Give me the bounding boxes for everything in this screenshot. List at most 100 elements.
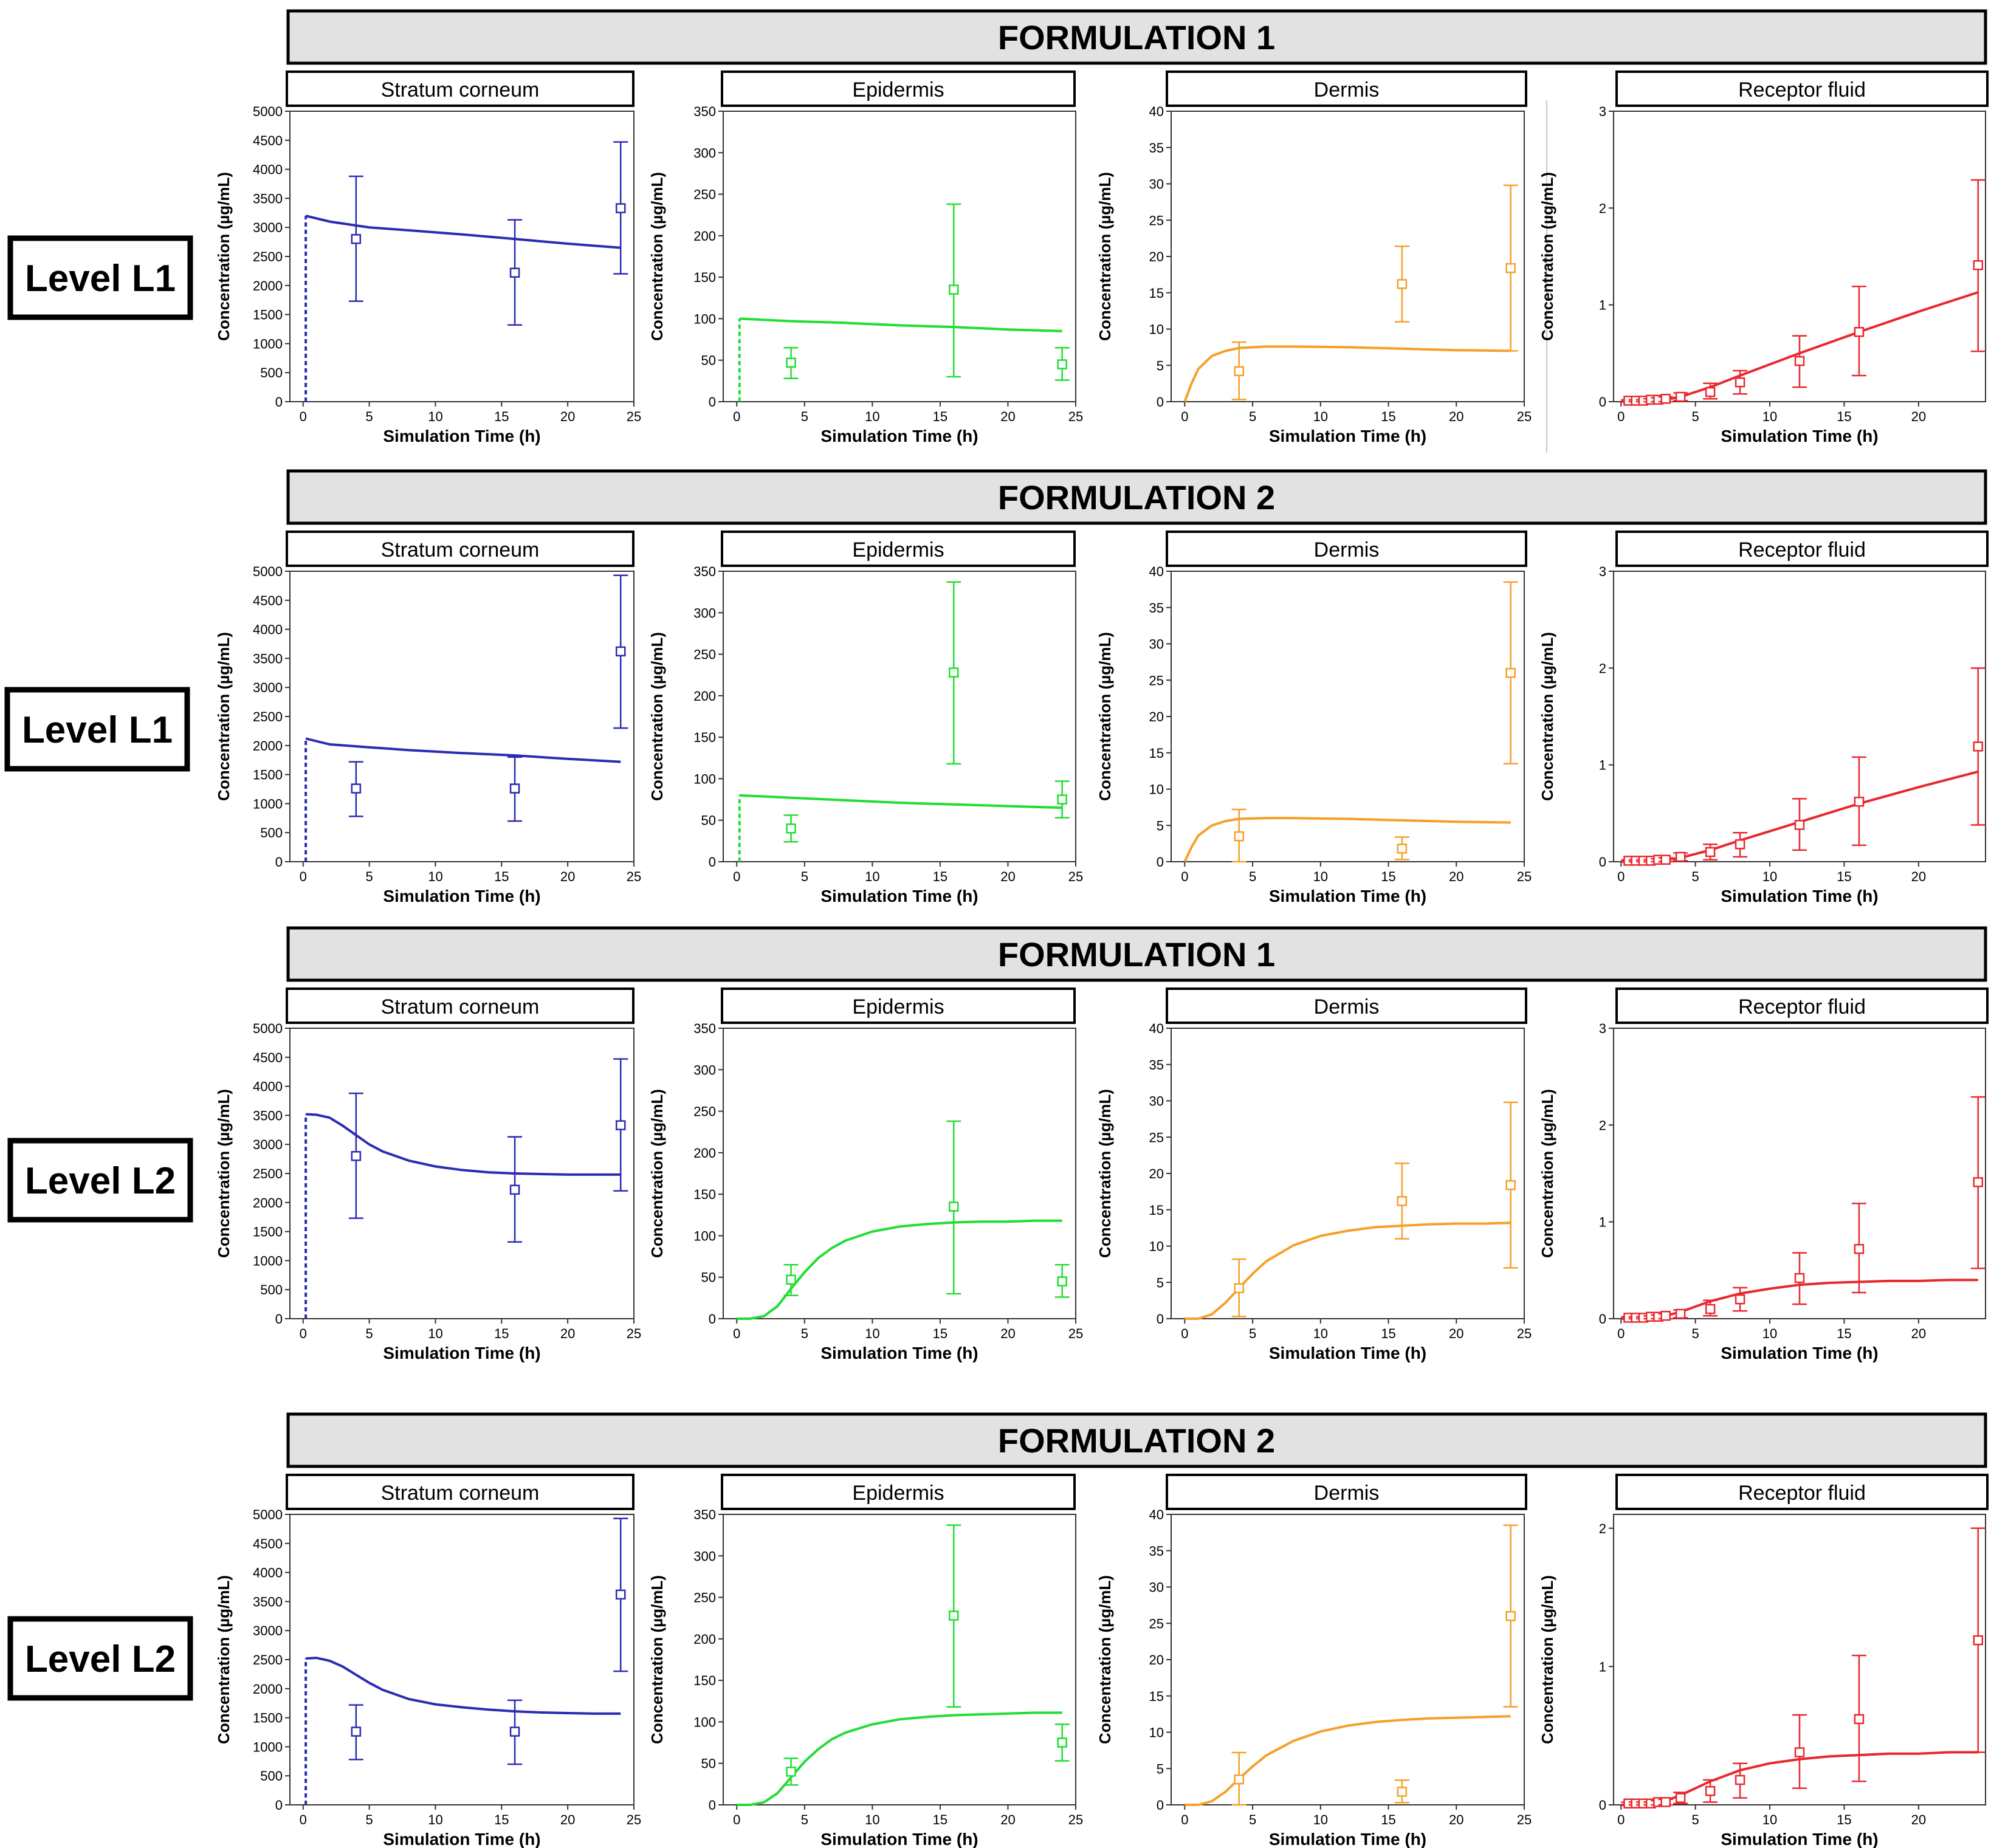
y-tick-label: 0 <box>1157 1798 1164 1813</box>
x-tick-label: 0 <box>1617 1812 1625 1827</box>
compartment-title: Stratum corneum <box>381 538 540 562</box>
y-tick-label: 1000 <box>253 796 283 811</box>
x-tick-label: 0 <box>1181 1326 1188 1341</box>
panel-row: FORMULATION 2 Level L1 <box>4 469 1987 772</box>
y-tick-label: 1500 <box>253 1225 283 1240</box>
x-tick-label: 5 <box>1249 1812 1256 1827</box>
y-tick-label: 2500 <box>253 709 283 724</box>
y-tick-label: 20 <box>1149 249 1164 264</box>
x-tick-label: 5 <box>801 1326 808 1341</box>
compartment-title: Epidermis <box>852 995 944 1018</box>
y-tick-label: 0 <box>709 1311 716 1327</box>
x-tick-label: 25 <box>627 1812 641 1827</box>
y-axis-label: Concentration (µg/mL) <box>215 1089 233 1258</box>
y-tick-label: 30 <box>1149 1580 1164 1595</box>
y-tick-label: 5 <box>1157 1275 1164 1290</box>
x-tick-label: 0 <box>733 1812 740 1827</box>
y-tick-label: 20 <box>1149 1652 1164 1668</box>
y-tick-label: 3500 <box>253 1594 283 1609</box>
y-tick-label: 350 <box>693 564 716 579</box>
chart-panel: Stratum corneum 0 500 1000 1500 2000 2500 3000 3… <box>215 1474 641 1848</box>
y-tick-label: 5 <box>1157 358 1164 373</box>
plot-area <box>289 1514 634 1805</box>
y-tick-label: 300 <box>693 145 716 160</box>
x-tick-label: 0 <box>1617 1326 1625 1341</box>
x-axis-label: Simulation Time (h) <box>383 887 540 905</box>
y-tick-label: 0 <box>275 1311 283 1327</box>
observed-point <box>786 823 796 834</box>
simulated-curve <box>737 1711 1062 1806</box>
y-tick-label: 5000 <box>253 1507 283 1522</box>
observed-point <box>948 284 959 295</box>
y-tick-label: 1 <box>1599 758 1606 773</box>
y-axis-label: Concentration (µg/mL) <box>1096 1575 1114 1744</box>
x-tick-label: 10 <box>428 1326 442 1341</box>
y-tick-label: 500 <box>260 1768 283 1784</box>
x-tick-label: 15 <box>933 1812 947 1827</box>
panel-row: FORMULATION 2 Level L2 <box>7 1412 1987 1701</box>
y-tick-label: 250 <box>693 1590 716 1606</box>
plot-area <box>1171 1028 1525 1319</box>
observed-point <box>1854 327 1865 337</box>
y-tick-label: 4500 <box>253 1050 283 1065</box>
x-tick-label: 10 <box>1762 409 1777 424</box>
observed-point <box>1973 1635 1984 1646</box>
observed-point <box>1735 377 1745 388</box>
chart-panel: Stratum corneum 0 500 1000 1500 2000 2500 3000 3… <box>215 70 641 445</box>
y-tick-label: 0 <box>709 1798 716 1813</box>
x-tick-label: 15 <box>494 1326 509 1341</box>
x-tick-label: 0 <box>1617 409 1625 424</box>
y-axis-label: Concentration (µg/mL) <box>648 1089 666 1258</box>
compartment-title: Epidermis <box>852 78 944 101</box>
x-tick-label: 0 <box>733 409 740 424</box>
observed-point <box>1505 263 1516 273</box>
observed-point <box>1505 1180 1516 1190</box>
compartment-title: Stratum corneum <box>381 78 540 101</box>
observed-point <box>1973 260 1984 270</box>
y-tick-label: 1500 <box>253 1711 283 1726</box>
x-tick-label: 0 <box>1181 409 1188 424</box>
observed-point <box>1505 668 1516 678</box>
x-tick-label: 10 <box>1313 409 1328 424</box>
x-axis-label: Simulation Time (h) <box>820 887 978 905</box>
y-tick-label: 150 <box>693 270 716 285</box>
x-tick-label: 20 <box>1000 869 1015 884</box>
y-tick-label: 300 <box>693 1062 716 1077</box>
x-tick-label: 20 <box>560 869 575 884</box>
observed-point <box>1705 847 1716 857</box>
formulation-title: FORMULATION 2 <box>998 478 1275 517</box>
chart-panel: Stratum corneum 0 500 1000 1500 2000 2500 3000 3… <box>215 531 641 905</box>
y-tick-label: 250 <box>693 647 716 662</box>
level-box <box>7 1138 193 1223</box>
y-tick-label: 1 <box>1599 1659 1606 1674</box>
compartment-header <box>1615 70 1989 107</box>
plot-area <box>1171 111 1525 402</box>
x-tick-label: 10 <box>1762 1812 1777 1827</box>
x-tick-label: 25 <box>1068 1812 1083 1827</box>
formulation-title: FORMULATION 1 <box>998 935 1275 974</box>
x-tick-label: 15 <box>1381 1326 1395 1341</box>
y-tick-label: 5000 <box>253 564 283 579</box>
observed-point <box>1397 1196 1408 1206</box>
y-axis-label: Concentration (µg/mL) <box>215 1575 233 1744</box>
y-tick-label: 1000 <box>253 1739 283 1754</box>
y-tick-label: 250 <box>693 1104 716 1119</box>
plot-area <box>723 571 1076 862</box>
compartment-title: Dermis <box>1314 995 1380 1018</box>
y-tick-label: 4000 <box>253 1565 283 1581</box>
x-tick-label: 0 <box>1181 1812 1188 1827</box>
chart-panel: Epidermis 0 50 100 150 200 250 300 350 0 5 10 15 20 25… <box>648 70 1083 445</box>
level-box <box>4 687 190 772</box>
observed-point <box>1735 1774 1745 1785</box>
x-axis-label: Simulation Time (h) <box>1721 1344 1878 1362</box>
y-tick-label: 10 <box>1149 782 1164 797</box>
x-axis-label: Simulation Time (h) <box>1269 1344 1426 1362</box>
chart-panel: Epidermis 0 50 100 150 200 250 300 350 0 5 10 15 20 25… <box>648 1474 1083 1848</box>
observed-point <box>1854 796 1865 807</box>
x-tick-label: 10 <box>1762 1326 1777 1341</box>
compartment-header <box>721 531 1076 567</box>
x-tick-label: 15 <box>933 1326 947 1341</box>
compartment-title: Stratum corneum <box>381 1482 540 1505</box>
y-tick-label: 50 <box>701 813 716 828</box>
x-tick-label: 15 <box>1381 869 1395 884</box>
